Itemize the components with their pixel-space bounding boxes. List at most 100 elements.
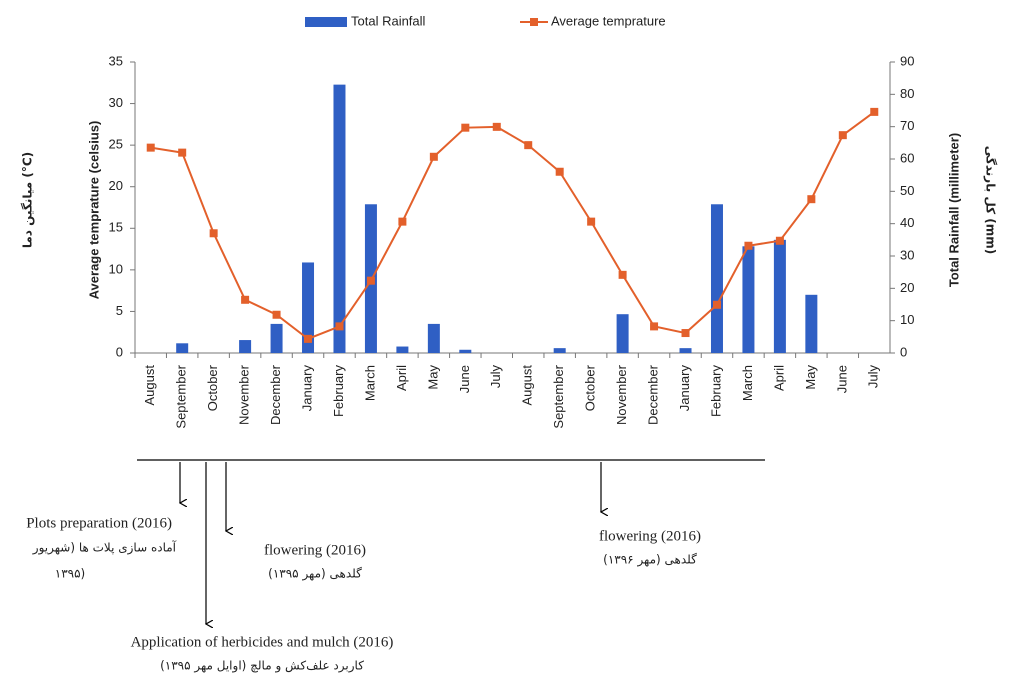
y-axis-title-fa: میانگین دما (°C): [21, 152, 35, 248]
x-tick-label: February: [331, 365, 346, 418]
x-tick-label: September: [551, 364, 566, 428]
marker: [241, 295, 250, 304]
bar: [302, 262, 315, 353]
marker: [870, 107, 879, 116]
marker: [272, 310, 281, 319]
legend-swatch: [305, 17, 347, 27]
annotation: گلدهی (مهر ۱۳۹۵): [268, 567, 362, 582]
y-tick-label: 15: [109, 220, 123, 235]
bar: [270, 323, 283, 353]
x-tick-label: April: [771, 365, 786, 391]
bar: [176, 343, 189, 353]
x-tick-label: June: [834, 365, 849, 393]
y2-axis-title: Total Rainfall (millimeter): [946, 133, 961, 287]
x-tick-label: February: [708, 365, 723, 418]
annotation: گلدهی (مهر ۱۳۹۶): [603, 553, 697, 568]
annotation: آماده سازی پلات ها (شهریور: [32, 540, 177, 556]
x-tick-label: May: [803, 365, 818, 390]
x-tick-label: July: [866, 365, 881, 389]
y-tick-label: 30: [109, 95, 123, 110]
marker: [524, 141, 533, 150]
marker: [492, 122, 501, 131]
marker: [366, 276, 375, 285]
marker: [838, 131, 847, 140]
y-tick-label: 0: [116, 344, 123, 359]
x-tick-label: April: [394, 365, 409, 391]
y2-tick-label: 30: [900, 247, 914, 262]
bar: [396, 346, 409, 353]
x-tick-label: January: [299, 365, 314, 412]
marker: [398, 217, 407, 226]
marker: [712, 300, 721, 309]
marker: [555, 167, 564, 176]
marker: [209, 229, 218, 238]
x-tick-label: October: [583, 364, 598, 411]
y-axis-title: Average temprature (celsius): [86, 121, 101, 300]
bar: [459, 349, 472, 353]
annotation: کاربرد علف‌کش و مالچ (اوایل مهر ۱۳۹۵): [160, 659, 364, 674]
y-tick-label: 5: [116, 303, 123, 318]
y2-tick-label: 80: [900, 86, 914, 101]
marker: [461, 123, 470, 132]
bar: [239, 340, 252, 353]
annotation: flowering (2016): [599, 528, 701, 544]
y2-axis-title-fa: کل بارندگی (mm): [984, 146, 998, 255]
annotation: ۱۳۹۵): [55, 567, 85, 581]
annotation: flowering (2016): [264, 542, 366, 558]
y2-tick-label: 70: [900, 118, 914, 133]
marker: [681, 329, 690, 338]
marker: [146, 143, 155, 152]
annotation: Application of herbicides and mulch (201…: [131, 634, 394, 650]
y2-tick-label: 10: [900, 312, 914, 327]
x-tick-label: December: [646, 364, 661, 425]
y2-tick-label: 50: [900, 183, 914, 198]
x-tick-label: January: [677, 365, 692, 412]
marker: [429, 152, 438, 161]
bar: [805, 294, 818, 353]
bar: [710, 204, 723, 353]
marker: [587, 217, 596, 226]
marker: [807, 195, 816, 204]
x-tick-label: December: [268, 364, 283, 425]
marker: [775, 236, 784, 245]
marker: [178, 148, 187, 157]
legend-label: Total Rainfall: [351, 13, 426, 28]
bar: [553, 348, 566, 353]
bar: [333, 84, 346, 353]
x-tick-label: July: [488, 365, 503, 389]
x-tick-label: November: [614, 364, 629, 425]
annotation: Plots preparation (2016): [26, 515, 172, 531]
legend-swatch: [530, 18, 538, 26]
bar: [679, 348, 692, 353]
y-tick-label: 25: [109, 137, 123, 152]
y2-tick-label: 40: [900, 215, 914, 230]
line: [150, 111, 875, 341]
x-tick-label: October: [205, 364, 220, 411]
bar: [742, 246, 755, 353]
y2-tick-label: 0: [900, 344, 907, 359]
marker: [335, 322, 344, 331]
x-tick-label: November: [237, 364, 252, 425]
y-tick-label: 20: [109, 178, 123, 193]
x-tick-label: August: [520, 365, 535, 406]
y2-tick-label: 60: [900, 150, 914, 165]
bar: [773, 239, 786, 353]
marker: [744, 241, 753, 250]
bar: [616, 314, 629, 353]
marker: [618, 270, 627, 279]
y2-tick-label: 90: [900, 53, 914, 68]
bar: [427, 323, 440, 353]
x-tick-label: September: [174, 364, 189, 428]
x-tick-label: May: [425, 365, 440, 390]
y-tick-label: 10: [109, 261, 123, 276]
y2-tick-label: 20: [900, 280, 914, 295]
x-tick-label: March: [740, 365, 755, 401]
legend-label: Average temprature: [551, 13, 666, 28]
marker: [650, 322, 659, 331]
x-tick-label: June: [457, 365, 472, 393]
x-tick-label: March: [362, 365, 377, 401]
y-tick-label: 35: [109, 53, 123, 68]
marker: [304, 334, 313, 343]
x-tick-label: August: [142, 365, 157, 406]
